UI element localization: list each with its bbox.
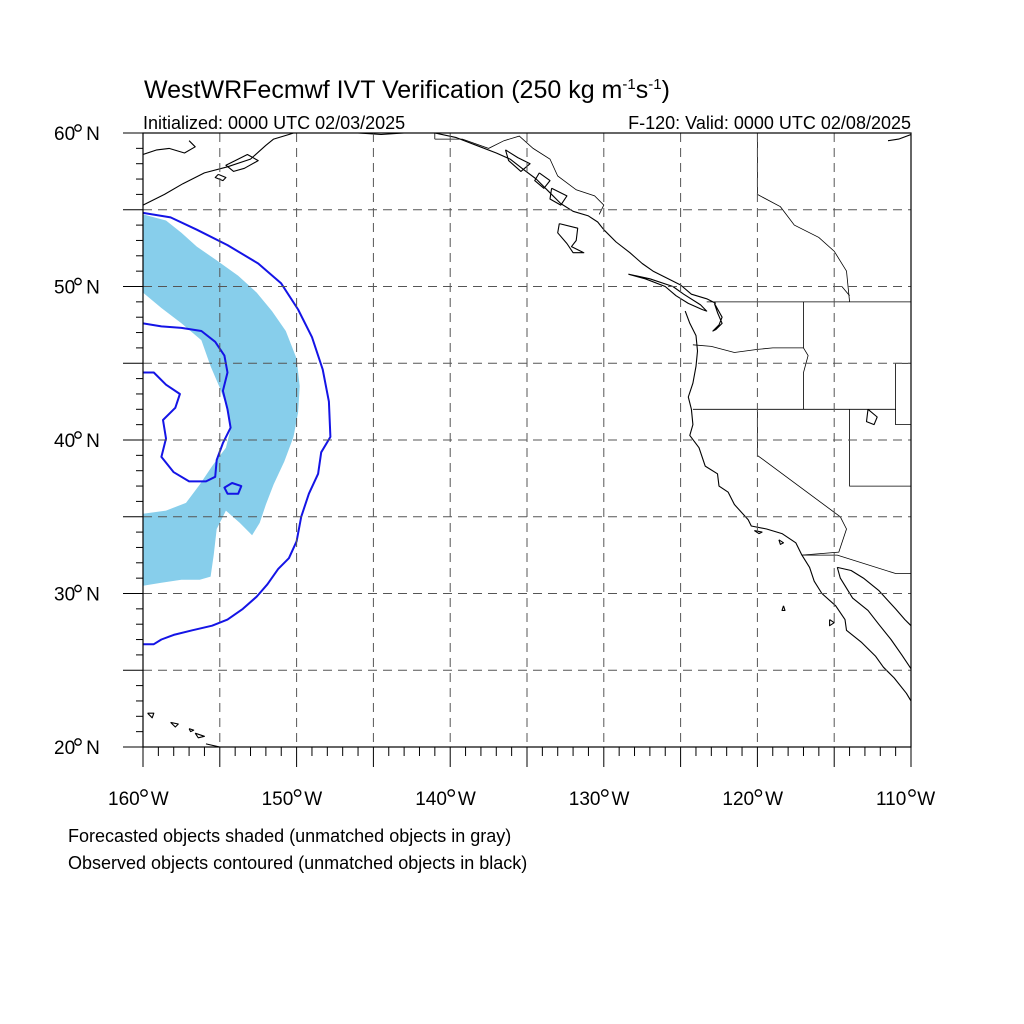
valid-time-label: F-120: Valid: 0000 UTC 02/08/2025 [628, 113, 911, 133]
degree-symbol [908, 789, 916, 797]
degree-symbol [74, 738, 82, 746]
observed-object-contour [143, 211, 332, 646]
coastline [434, 133, 717, 304]
coastline [143, 133, 294, 206]
political-boundary [895, 363, 911, 425]
lat-tick-label: 50 N [54, 278, 100, 299]
coastline [829, 619, 835, 627]
coastline [712, 303, 723, 332]
coastline [225, 153, 259, 172]
lon-tick-label: 110 W [876, 789, 935, 810]
lon-tick-label: 120 W [722, 789, 783, 810]
coastline [684, 310, 911, 702]
coastline [549, 187, 568, 206]
coastline [534, 172, 551, 189]
coastline [194, 732, 205, 739]
coastline [778, 539, 785, 545]
map-axes: 60 N 50 N 40 N 30 N 20 N 160 W 150 W 140 W 130 W 120 W 110 W [54, 124, 935, 810]
political-boundary [849, 409, 911, 487]
coastline [865, 408, 878, 426]
coastline [887, 133, 911, 142]
forecast-footnote: Forecasted objects shaded (unmatched obj… [68, 826, 512, 846]
lon-tick-label: 140 W [415, 789, 476, 810]
lon-tick-label: 150 W [262, 789, 323, 810]
coastline [170, 721, 179, 728]
lat-tick-label: 20 N [54, 738, 100, 759]
coastline [504, 149, 531, 172]
lon-tick-label: 160 W [108, 789, 169, 810]
political-boundary [841, 286, 850, 296]
coastline [628, 273, 708, 312]
degree-symbol [74, 124, 82, 132]
political-boundary [692, 344, 804, 353]
political-boundary [801, 554, 911, 574]
coastline [143, 140, 196, 156]
political-boundary [803, 301, 809, 410]
degree-symbol [600, 789, 609, 797]
degree-symbol [74, 277, 82, 286]
political-boundary [434, 135, 605, 215]
plot-area [143, 133, 911, 747]
coastline [205, 743, 221, 747]
lat-tick-label: 60 N [54, 124, 100, 145]
coastline [214, 173, 227, 182]
political-boundary [757, 409, 841, 518]
political-boundary [801, 516, 847, 556]
degree-symbol [754, 789, 763, 797]
coastline [781, 605, 786, 611]
degree-symbol [74, 584, 82, 593]
observed-footnote: Observed objects contoured (unmatched ob… [68, 853, 528, 873]
political-boundary [757, 194, 850, 302]
coastline [147, 712, 155, 719]
lat-tick-label: 30 N [54, 585, 100, 606]
coastline [836, 567, 911, 670]
lat-tick-label: 40 N [54, 431, 100, 452]
observed-object-contour [143, 322, 232, 483]
degree-symbol [74, 431, 82, 439]
coastline [188, 728, 195, 733]
init-time-label: Initialized: 0000 UTC 02/03/2025 [143, 113, 405, 133]
lon-tick-label: 130 W [569, 789, 630, 810]
coastline [557, 223, 585, 254]
degree-symbol [140, 789, 148, 797]
degree-symbol [447, 789, 456, 797]
coastline [837, 566, 911, 627]
observed-object-contour [223, 482, 243, 495]
coastline [753, 530, 763, 535]
forecast-object-shaded [143, 214, 300, 586]
degree-symbol [293, 789, 302, 797]
map-title: WestWRFecmwf IVT Verification (250 kg m-… [144, 76, 670, 104]
